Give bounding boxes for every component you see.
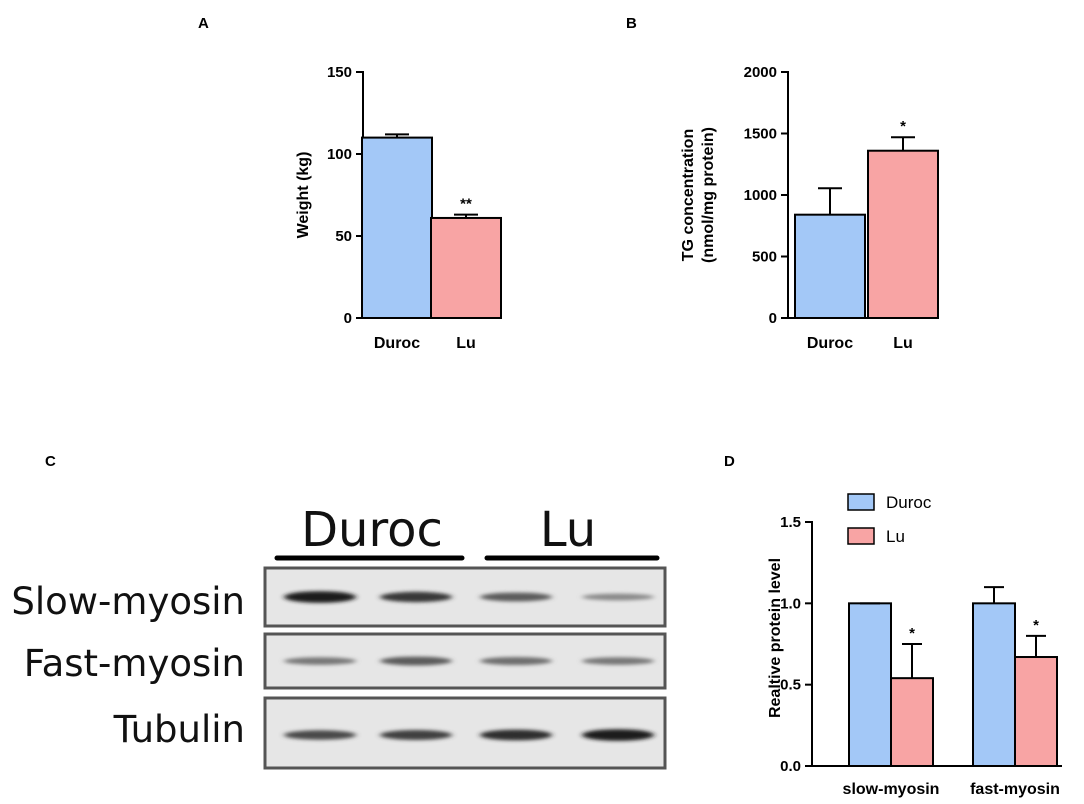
legend-label-lu: Lu (886, 527, 905, 546)
blot-band-fast-myosin (284, 657, 356, 665)
blot-header-lu: Lu (540, 502, 596, 558)
panel-a-ytick-label: 150 (327, 64, 352, 81)
panel-d-bar-slow-myosin-duroc (848, 602, 892, 767)
blot-band-tubulin (582, 729, 654, 741)
blot-band-fast-myosin (582, 657, 654, 665)
blot-band-fast-myosin (480, 657, 552, 665)
panel-d-ylabel: Realtive protein level (767, 558, 784, 718)
panel-b-ytick-label: 0 (769, 310, 777, 327)
blot-band-slow-myosin (582, 593, 654, 601)
panel-d-legend: Duroc Lu (847, 493, 932, 546)
panel-d-category-label: slow-myosin (843, 781, 940, 798)
panel-d-chart: 0.0 0.5 1.0 1.5 * slow-myosin * fast-myosin (780, 514, 1062, 798)
panel-b-ylabel-line2: (nmol/mg protein) (700, 127, 717, 263)
legend-swatch-duroc (847, 493, 875, 511)
panel-b-bar-lu (867, 149, 939, 319)
blot-band-tubulin (380, 730, 452, 740)
blot-band-slow-myosin (284, 591, 356, 603)
panel-a-significance: ** (460, 196, 472, 213)
panel-b-chart: 0 500 1000 1500 2000 Duroc * Lu (744, 64, 939, 352)
blot-row-label-tubulin: Tubulin (113, 708, 245, 751)
panel-b: TG concentration (nmol/mg protein) 0 500 1… (680, 64, 939, 352)
blot-band-tubulin (284, 730, 356, 740)
panel-letter-b: B (626, 15, 637, 32)
panel-b-ylabel-line1: TG concentration (680, 129, 697, 261)
panel-d-significance: * (909, 625, 915, 642)
panel-a-chart: 0 50 100 150 Duroc ** Lu (327, 64, 502, 352)
panel-c-western-blot: Duroc Lu Slow-myosin Fast-myosin Tubulin (11, 502, 667, 770)
panel-letter-a: A (198, 15, 209, 32)
panel-letter-d: D (724, 453, 735, 470)
blot-band-slow-myosin (480, 592, 552, 602)
panel-a-ylabel: Weight (kg) (295, 152, 312, 239)
panel-a-category-label: Duroc (374, 335, 420, 352)
panel-d-category-label: fast-myosin (970, 781, 1060, 798)
panel-d: Realtive protein level Duroc Lu 0.0 0.5 1.… (767, 493, 1062, 798)
panel-a: Weight (kg) 0 50 100 150 Duroc ** Lu (295, 64, 502, 352)
panel-b-bar-duroc (794, 213, 866, 319)
panel-b-significance: * (900, 118, 906, 135)
panel-b-category-label: Duroc (807, 335, 853, 352)
panel-d-ytick-label: 1.5 (780, 514, 801, 531)
blot-membranes (263, 566, 667, 770)
panel-a-ytick-label: 50 (335, 228, 352, 245)
blot-header-duroc: Duroc (301, 502, 443, 558)
panel-b-ytick-label: 500 (752, 249, 777, 266)
panel-d-significance: * (1033, 617, 1039, 634)
panel-letter-c: C (45, 453, 56, 470)
panel-d-bar-fast-myosin-duroc (972, 602, 1016, 767)
legend-swatch-lu (847, 527, 875, 545)
panel-d-ytick-label: 0.0 (780, 758, 801, 775)
panel-d-ytick-label: 1.0 (780, 595, 801, 612)
panel-b-ytick-label: 1500 (744, 126, 777, 143)
panel-d-ytick-label: 0.5 (780, 677, 801, 694)
panel-d-bar-fast-myosin-lu (1014, 656, 1058, 767)
panel-a-ytick-label: 0 (344, 310, 352, 327)
panel-b-ytick-label: 1000 (744, 187, 777, 204)
blot-band-fast-myosin (380, 656, 452, 666)
blot-band-slow-myosin (380, 591, 452, 603)
panel-a-category-label: Lu (456, 335, 476, 352)
legend-label-duroc: Duroc (886, 493, 932, 512)
panel-a-bar-lu (430, 216, 502, 320)
blot-row-label-slow-myosin: Slow-myosin (11, 580, 245, 623)
blot-band-tubulin (480, 729, 552, 741)
panel-a-ytick-label: 100 (327, 146, 352, 163)
blot-row-label-fast-myosin: Fast-myosin (24, 642, 245, 685)
panel-b-category-label: Lu (893, 335, 913, 352)
panel-d-bar-slow-myosin-lu (890, 677, 934, 767)
panel-b-ytick-label: 2000 (744, 64, 777, 81)
panel-a-bar-duroc (361, 136, 433, 319)
